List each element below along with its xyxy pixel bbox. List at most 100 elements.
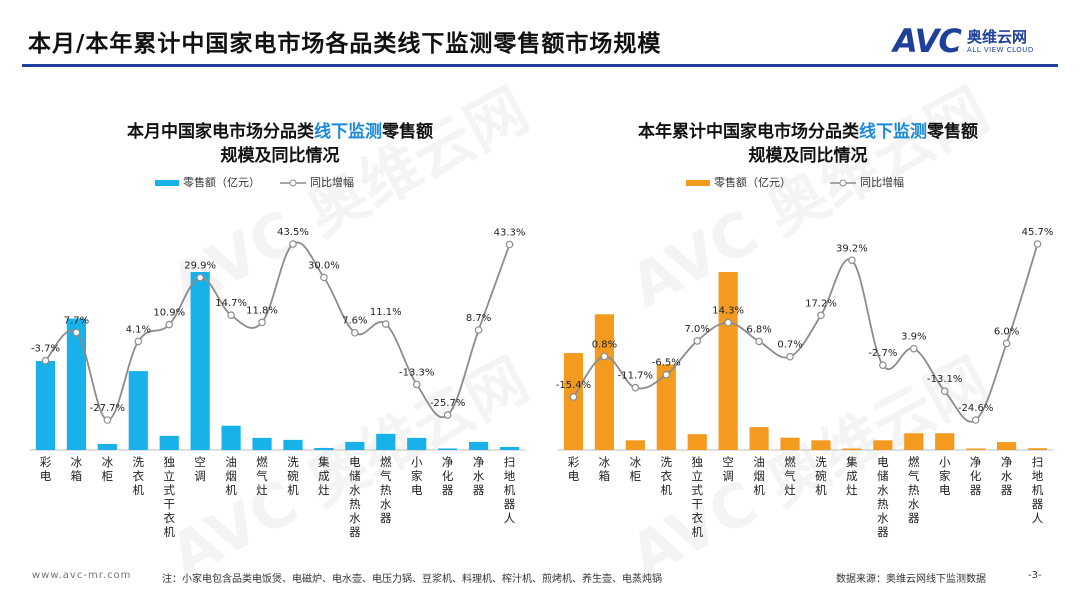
- chart-title-part: 本年累计中国家电市场分品类: [638, 122, 859, 142]
- category-label: 独立式干衣机: [691, 455, 703, 539]
- growth-point: [909, 344, 918, 353]
- category-label: 电储水热水器: [349, 455, 361, 539]
- growth-point: [786, 352, 794, 361]
- bar: [687, 434, 707, 450]
- bar: [221, 425, 241, 450]
- bar: [749, 427, 769, 450]
- data-label: 14.7%: [215, 298, 247, 309]
- growth-point: [505, 240, 514, 249]
- data-label: 7.6%: [342, 316, 367, 327]
- bar: [128, 371, 148, 450]
- growth-line: [44, 241, 511, 421]
- growth-point: [631, 383, 640, 392]
- bar: [190, 272, 210, 450]
- chart-title: 本年累计中国家电市场分品类线下监测零售额: [548, 120, 1068, 144]
- category-label: 扫地机器人: [1032, 455, 1044, 525]
- category-label: 冰柜: [630, 455, 642, 483]
- footer-url: www.avc-mr.com: [32, 570, 132, 581]
- bar: [376, 433, 396, 450]
- legend-line-icon: [830, 179, 856, 187]
- bar: [1027, 448, 1048, 450]
- legend-label: 同比增幅: [310, 176, 354, 189]
- legend-swatch: [155, 180, 179, 186]
- category-label: 电储水热水器: [877, 455, 889, 539]
- growth-point: [134, 337, 143, 346]
- category-label: 净化器: [442, 455, 454, 497]
- category-label: 扫地机器人: [504, 455, 516, 525]
- header-divider: [22, 64, 1058, 67]
- page-title: 本月/本年累计中国家电市场各品类线下监测零售额市场规模: [28, 31, 662, 57]
- category-label: 独立式干衣机: [163, 455, 175, 539]
- bar: [718, 272, 738, 450]
- data-label: 45.7%: [1022, 227, 1054, 238]
- legend-line-icon: [280, 179, 306, 187]
- data-label: 0.8%: [592, 339, 617, 350]
- category-label: 洗衣机: [133, 455, 145, 497]
- growth-point: [940, 387, 949, 396]
- growth-point: [1002, 339, 1011, 348]
- category-label: 净水器: [473, 455, 485, 497]
- avc-logo: AVC 奥维云网 ALL VIEW CLOUD: [893, 22, 1063, 62]
- category-label: 空调: [194, 455, 206, 483]
- bar: [842, 448, 862, 450]
- chart-subtitle: 规模及同比情况: [220, 146, 340, 166]
- data-label: -6.5%: [652, 358, 681, 369]
- growth-point: [72, 328, 81, 337]
- data-label: 11.8%: [246, 305, 278, 316]
- chart-plot: -15.4% 0.8% -11.7% -6.5% 7.0%14.3%6.8% 0.7% 17…: [556, 227, 1054, 539]
- growth-point: [258, 318, 266, 327]
- category-label: 集成灶: [846, 455, 858, 497]
- data-label: 14.3%: [712, 306, 744, 317]
- category-label: 集成灶: [318, 455, 330, 497]
- data-label: 7.0%: [685, 324, 710, 335]
- growth-point: [474, 326, 483, 334]
- data-label: 6.8%: [746, 324, 771, 335]
- category-label: 洗碗机: [287, 455, 299, 497]
- category-label: 彩电: [40, 455, 52, 483]
- footer-source: 数据来源：奥维云网线下监测数据: [836, 574, 986, 585]
- bar: [594, 314, 614, 450]
- growth-point: [971, 416, 980, 424]
- growth-point: [600, 352, 609, 361]
- data-label: 29.9%: [184, 261, 216, 272]
- bar: [283, 439, 303, 450]
- legend-item-line: 同比增幅: [830, 174, 904, 190]
- data-label: 43.5%: [277, 227, 309, 238]
- category-label: 空调: [722, 455, 734, 483]
- category-label: 燃气热水器: [380, 455, 392, 525]
- growth-point: [196, 273, 204, 282]
- logo-cn: 奥维云网: [967, 28, 1028, 46]
- chart-plot: -3.7% 7.7% -27.7% 4.1%10.9% 29.9% 14.7%11.8% 4…: [30, 227, 526, 539]
- growth-point: [662, 370, 671, 379]
- growth-point: [443, 411, 452, 419]
- bar: [469, 441, 489, 450]
- chart-title-part: 零售额: [927, 122, 978, 142]
- bar: [966, 448, 986, 450]
- bar: [252, 437, 272, 450]
- chart-ytd: 本年累计中国家电市场分品类线下监测零售额 规模及同比情况 零售额（亿元） 同比增…: [548, 112, 1068, 562]
- legend-item-bar: 零售额（亿元）: [686, 174, 791, 190]
- chart-title-highlight: 线下监测: [859, 122, 927, 142]
- legend-label: 零售额（亿元）: [183, 176, 260, 189]
- data-label: -15.4%: [556, 380, 591, 391]
- legend-swatch: [686, 180, 710, 186]
- bar: [625, 440, 645, 450]
- category-label: 燃气热水器: [908, 455, 920, 525]
- category-label: 燃气灶: [784, 455, 796, 497]
- data-label: 43.3%: [494, 227, 526, 238]
- growth-point: [693, 337, 702, 345]
- bar: [873, 440, 893, 450]
- page-number: -3-: [1028, 570, 1042, 581]
- category-label: 洗碗机: [815, 455, 827, 497]
- bar: [563, 353, 584, 450]
- category-label: 彩电: [568, 455, 580, 483]
- category-label: 油烟机: [753, 455, 765, 497]
- category-label: 小家电: [411, 455, 423, 497]
- data-label: 17.2%: [805, 298, 837, 309]
- footer-note: 注：小家电包含品类电饭煲、电磁炉、电水壶、电压力锅、豆浆机、料理机、榨汁机、煎烤…: [162, 574, 662, 585]
- growth-point: [289, 240, 297, 248]
- category-label: 小家电: [939, 455, 951, 497]
- bar: [159, 435, 179, 450]
- bar: [811, 440, 831, 450]
- growth-point: [351, 328, 359, 337]
